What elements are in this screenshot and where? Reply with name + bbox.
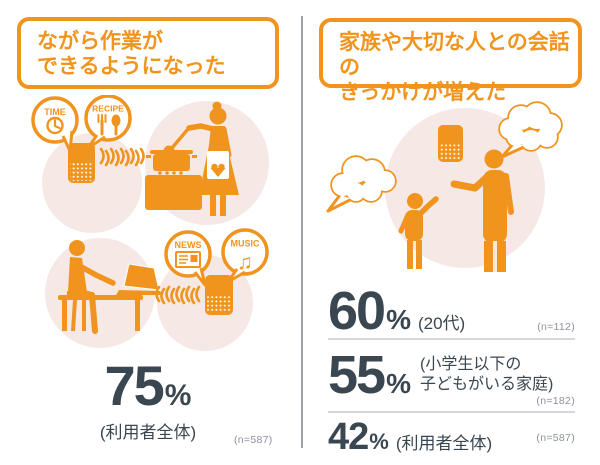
badge-tail (61, 130, 74, 153)
stat-60-label: (20代) (417, 314, 466, 333)
stat-42-label: (利用者全体) (395, 434, 493, 453)
sound-waves-icon (99, 147, 145, 167)
recipe-badge-label: RECIPE (92, 104, 124, 114)
stat-55-label: (小学生以下の 子どもがいる家庭) (420, 355, 553, 395)
cooking-scene-illustration: TIME RECIPE (31, 95, 269, 233)
speech-bubble-icon (326, 155, 397, 213)
woman-cooking-figure (186, 101, 239, 216)
news-badge-label: NEWS (175, 240, 202, 250)
newspaper-icon (175, 251, 201, 268)
stat-42-number: 42 (328, 416, 369, 458)
stat-42-unit: % (369, 429, 389, 454)
right-title-line1: 家族や大切な人との会話の (339, 31, 570, 79)
stat-42-row: 42 % (利用者全体) (n=587) (328, 418, 575, 456)
music-note-icon: ♫ (237, 251, 253, 274)
pink-circle-bg (42, 133, 142, 233)
left-title-line1: ながら作業が (37, 30, 163, 53)
stat-55-number: 55 (328, 345, 386, 405)
badge-tail (86, 134, 106, 150)
ladle-icon (163, 127, 190, 157)
smart-speaker-icon (68, 143, 95, 183)
stat-55-value: 55 % (328, 348, 411, 402)
stat-75-block: 75 % (利用者全体) (17, 358, 279, 443)
right-title-line2: きっかけが増えた (339, 81, 507, 104)
stat-75-number: 75 (104, 354, 165, 417)
stat-60-number: 60 (328, 281, 386, 341)
adult-figure (450, 149, 514, 272)
row-divider (328, 411, 575, 413)
sound-waves-icon (155, 285, 201, 305)
stat-55-row: 55 % (小学生以下の 子どもがいる家庭) (n=182) (328, 348, 575, 408)
laptop-icon (116, 263, 163, 295)
clock-icon (46, 116, 64, 135)
bubble-tail (500, 142, 527, 159)
music-badge: MUSIC ♫ (221, 228, 269, 284)
stat-55-label-line2: 子どもがいる家庭) (419, 376, 554, 393)
desk-icon (58, 295, 143, 331)
stat-75-label: (利用者全体) (99, 423, 197, 442)
stat-60-unit: % (386, 304, 411, 335)
left-panel-title-box: ながら作業が できるようになった (17, 17, 279, 89)
badge-tail (226, 268, 246, 284)
apron-pocket-icon (210, 163, 226, 177)
stat-55-label-line1: (小学生以下の (419, 356, 522, 373)
right-panel-title-box: 家族や大切な人との会話の きっかけが増えた (319, 18, 582, 104)
fork-spoon-icon (97, 114, 121, 136)
row-divider (328, 338, 575, 340)
panel-divider (301, 16, 303, 448)
stat-60-value: 60 % (328, 284, 411, 338)
time-badge: TIME (31, 96, 79, 153)
stat-75-value: 75 % (17, 358, 279, 414)
stat-42-sample-size: (n=587) (536, 432, 575, 444)
music-badge-label: MUSIC (231, 239, 261, 249)
stat-60-row: 60 % (20代) (n=112) (328, 284, 575, 338)
stat-75-sample-size: (n=587) (234, 434, 273, 446)
time-badge-label: TIME (44, 107, 66, 117)
stat-60-sample-size: (n=112) (537, 321, 575, 333)
stat-55-unit: % (386, 368, 411, 399)
family-conversation-scene-illustration (326, 101, 563, 272)
smart-speaker-icon (205, 275, 233, 315)
news-badge: NEWS (164, 230, 212, 287)
child-figure (398, 193, 439, 269)
desk-work-scene-illustration: NEWS MUSIC ♫ (45, 228, 269, 351)
stove-icon (145, 171, 202, 210)
stat-42-value: 42 % (328, 418, 389, 456)
chair-icon (71, 299, 86, 332)
badge-tail (193, 267, 207, 287)
stat-75-unit: % (164, 379, 192, 412)
speech-bubble-icon (498, 101, 563, 159)
person-at-desk-figure (67, 240, 116, 334)
bubble-tail (326, 194, 353, 213)
stat-55-sample-size: (n=182) (536, 395, 575, 407)
recipe-badge: RECIPE (84, 95, 132, 150)
smart-speaker-icon (438, 125, 463, 162)
left-title-line2: できるようになった (37, 55, 226, 78)
